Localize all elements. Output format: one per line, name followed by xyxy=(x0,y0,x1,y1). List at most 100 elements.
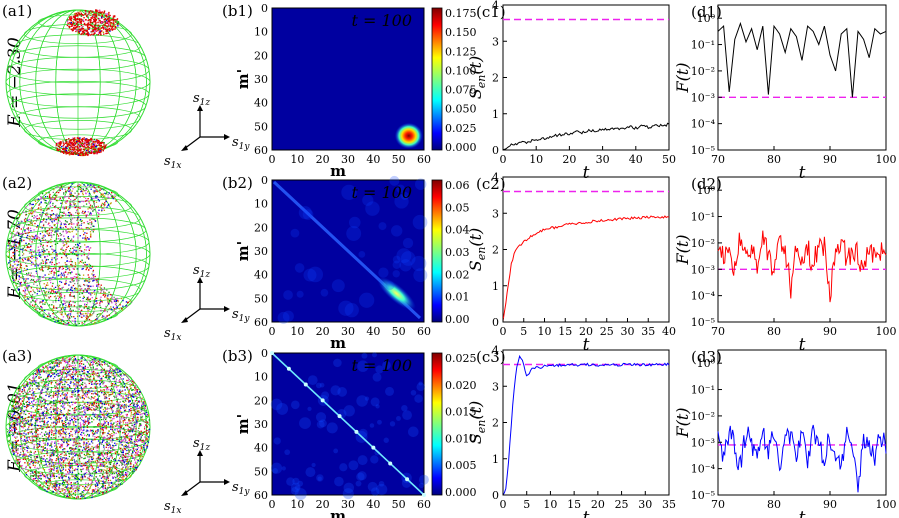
fidelity-y-tick: 10⁻² xyxy=(691,237,715,250)
sphere-axis-label: s1x xyxy=(164,326,181,343)
bloch-sphere xyxy=(5,181,151,327)
matrix-y-tick: 20 xyxy=(254,394,268,407)
entropy-x-tick: 35 xyxy=(641,325,655,338)
entropy-y-tick: 3 xyxy=(492,35,499,48)
matrix-x-tick: 50 xyxy=(392,153,406,166)
matrix-x-tick: 10 xyxy=(290,153,304,166)
entropy-x-tick: 5 xyxy=(520,325,527,338)
entropy-x-tick: 10 xyxy=(538,325,552,338)
matrix-x-tick: 0 xyxy=(269,325,276,338)
matrix-y-tick: 30 xyxy=(254,245,268,258)
entropy-x-tick: 15 xyxy=(567,498,581,511)
bloch-sphere xyxy=(5,9,151,157)
colorbar-tick: 0.000 xyxy=(445,141,477,154)
sphere-axis-label: s1y xyxy=(232,480,250,497)
matrix-x-tick: 40 xyxy=(366,498,380,511)
matrix-xlabel: m xyxy=(330,162,346,180)
matrix-y-tick: 10 xyxy=(254,371,268,384)
matrix-y-tick: 0 xyxy=(261,347,268,360)
matrix-ylabel: m' xyxy=(234,414,252,434)
colorbar xyxy=(431,7,443,151)
entropy-xlabel: t xyxy=(583,335,590,355)
matrix-y-tick: 50 xyxy=(254,120,268,133)
fidelity-ylabel: F(t) xyxy=(673,407,692,438)
colorbar-tick: 0.025 xyxy=(445,122,477,135)
entropy-ylabel: Sen(t) xyxy=(466,228,488,272)
bloch-sphere xyxy=(5,354,151,500)
fidelity-plot: 10⁰ 10⁻¹ 10⁻² 10⁻³ 10⁻⁴ 10⁻⁵70 80 90 100 t F(t) xyxy=(673,176,897,355)
entropy-x-tick: 30 xyxy=(596,153,610,166)
energy-label: E = −2.30 xyxy=(5,37,25,128)
colorbar-tick: 0.175 xyxy=(445,7,477,20)
panel-label-c: (c2) xyxy=(476,175,506,193)
colorbar xyxy=(431,352,443,496)
colorbar-tick: 0.125 xyxy=(445,45,477,58)
entropy-y-tick: 3 xyxy=(492,380,499,393)
heatmap-peak xyxy=(377,277,416,311)
colorbar xyxy=(431,179,443,323)
sphere-axis-label: s1z xyxy=(193,91,210,108)
colorbar-tick: 0.000 xyxy=(445,486,477,499)
fidelity-y-tick: 10⁻³ xyxy=(691,91,715,104)
heatmap-peak xyxy=(394,122,423,149)
panel-label-d: (d3) xyxy=(691,348,722,366)
matrix-x-tick: 30 xyxy=(341,153,355,166)
matrix-x-tick: 40 xyxy=(366,153,380,166)
entropy-ylabel: Sen(t) xyxy=(466,401,488,445)
fidelity-plot: 10⁰ 10⁻¹ 10⁻² 10⁻³ 10⁻⁴ 10⁻⁵70 80 90 100 t F(t) xyxy=(673,349,897,518)
matrix-y-tick: 0 xyxy=(261,2,268,15)
colorbar-tick: 0.050 xyxy=(445,103,477,116)
panel-label-a: (a2) xyxy=(2,174,32,192)
entropy-series xyxy=(502,122,670,150)
entropy-x-tick: 40 xyxy=(662,325,676,338)
sphere-axis-label: s1y xyxy=(232,135,250,152)
entropy-x-tick: 15 xyxy=(558,325,572,338)
entropy-x-tick: 50 xyxy=(662,153,676,166)
matrix-y-tick: 40 xyxy=(254,97,268,110)
fidelity-xlabel: t xyxy=(799,163,806,183)
colorbar-tick: 0.015 xyxy=(445,406,477,419)
sphere-axis-label: s1y xyxy=(232,307,250,324)
axis-triad: s1z s1y s1x xyxy=(164,91,250,171)
fidelity-x-tick: 80 xyxy=(767,498,781,511)
entropy-x-tick: 30 xyxy=(621,325,635,338)
fidelity-x-tick: 70 xyxy=(711,498,725,511)
matrix-ylabel: m' xyxy=(234,241,252,261)
entropy-x-tick: 20 xyxy=(562,153,576,166)
matrix-x-tick: 40 xyxy=(366,325,380,338)
entropy-xlabel: t xyxy=(583,508,590,518)
fidelity-xlabel: t xyxy=(799,335,806,355)
matrix-y-tick: 30 xyxy=(254,73,268,86)
fidelity-x-tick: 80 xyxy=(767,153,781,166)
entropy-y-tick: 4 xyxy=(492,344,499,357)
matrix-x-tick: 0 xyxy=(269,498,276,511)
entropy-plot: 0 1 2 3 4 0 5 10 15 20 25 30 35 t Sen(t) xyxy=(466,344,676,518)
matrix-y-tick: 60 xyxy=(254,144,268,157)
fidelity-ylabel: F(t) xyxy=(673,234,692,265)
sphere-points xyxy=(7,355,151,500)
fidelity-series xyxy=(717,21,887,98)
matrix-x-tick: 10 xyxy=(290,498,304,511)
panel-label-d: (d1) xyxy=(691,3,722,21)
entropy-xlabel: t xyxy=(583,163,590,183)
entropy-x-tick: 5 xyxy=(523,498,530,511)
matrix-x-tick: 60 xyxy=(417,498,431,511)
matrix-y-tick: 60 xyxy=(254,489,268,502)
fidelity-y-tick: 10⁰ xyxy=(697,12,716,25)
fidelity-y-tick: 10⁻¹ xyxy=(691,211,715,224)
matrix-y-tick: 20 xyxy=(254,49,268,62)
fidelity-x-tick: 70 xyxy=(711,325,725,338)
sphere-axis-label: s1x xyxy=(164,154,181,171)
time-label: t = 100 xyxy=(351,183,412,202)
entropy-x-tick: 20 xyxy=(579,325,593,338)
matrix-x-tick: 50 xyxy=(392,498,406,511)
fidelity-y-tick: 10⁻³ xyxy=(691,263,715,276)
matrix-x-tick: 30 xyxy=(341,325,355,338)
entropy-y-tick: 2 xyxy=(492,72,499,85)
matrix-x-tick: 20 xyxy=(316,498,330,511)
colorbar-tick: 0.06 xyxy=(445,179,470,192)
matrix-y-tick: 50 xyxy=(254,292,268,305)
